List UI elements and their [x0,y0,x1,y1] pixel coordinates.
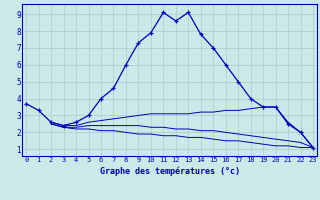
X-axis label: Graphe des températures (°c): Graphe des températures (°c) [100,166,240,176]
